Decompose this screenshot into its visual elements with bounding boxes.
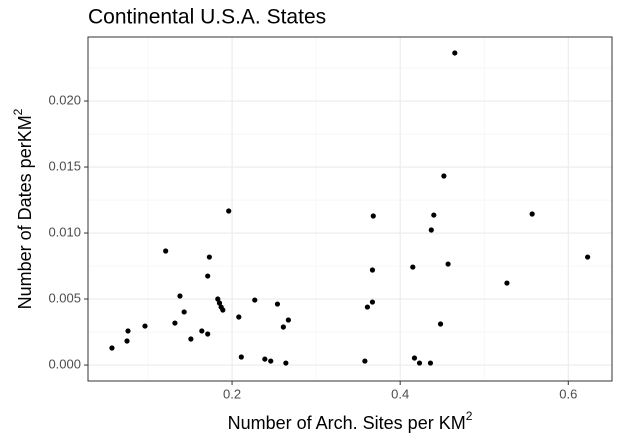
point	[428, 227, 434, 233]
point	[188, 336, 194, 342]
y-label-sup: 2	[11, 108, 25, 115]
point	[238, 354, 244, 360]
point	[205, 331, 211, 337]
y-tick-label: 0.010	[48, 224, 81, 239]
point	[504, 280, 510, 286]
y-tick-label: 0.015	[48, 158, 81, 173]
point	[199, 328, 205, 334]
y-tick-label: 0.005	[48, 290, 81, 305]
point	[364, 304, 370, 310]
point	[411, 355, 418, 361]
x-axis-label: Number of Arch. Sites per KM2	[228, 409, 473, 433]
point	[268, 358, 274, 364]
point	[427, 360, 434, 366]
y-label-text: Number of Dates perKM	[15, 115, 35, 309]
chart-title: Continental U.S.A. States	[88, 6, 326, 29]
point	[274, 301, 281, 307]
point	[220, 307, 226, 313]
point	[181, 309, 187, 315]
y-tick-label: 0.020	[48, 92, 81, 107]
point	[369, 267, 376, 273]
point	[236, 314, 242, 320]
point	[416, 360, 423, 366]
point	[441, 173, 447, 179]
point	[262, 356, 268, 362]
point	[452, 50, 458, 56]
point	[280, 324, 286, 330]
point	[109, 345, 115, 351]
panel-border	[87, 36, 613, 382]
point	[362, 358, 368, 364]
point	[206, 254, 212, 260]
point	[437, 321, 444, 327]
point	[369, 299, 376, 305]
point	[205, 273, 211, 279]
point	[226, 208, 232, 214]
point	[215, 296, 221, 302]
x-tick-label: 0.6	[559, 386, 577, 401]
point	[125, 328, 131, 334]
point	[445, 261, 451, 267]
y-axis-label: Number of Dates perKM2	[11, 108, 35, 309]
point	[410, 264, 416, 270]
x-label-sup: 2	[466, 409, 473, 423]
point	[177, 293, 183, 299]
point	[124, 338, 130, 344]
point	[370, 213, 376, 219]
y-tick-label: 0.000	[48, 356, 81, 371]
point	[585, 254, 591, 260]
point	[172, 320, 178, 326]
point	[285, 317, 291, 323]
x-label-text: Number of Arch. Sites per KM	[228, 413, 466, 433]
point	[431, 212, 437, 218]
point	[216, 300, 223, 306]
point	[529, 211, 535, 217]
point	[252, 297, 258, 303]
point	[142, 323, 148, 329]
point	[163, 248, 169, 254]
x-tick-label: 0.4	[391, 386, 409, 401]
point	[283, 360, 289, 366]
x-tick-label: 0.2	[223, 386, 241, 401]
